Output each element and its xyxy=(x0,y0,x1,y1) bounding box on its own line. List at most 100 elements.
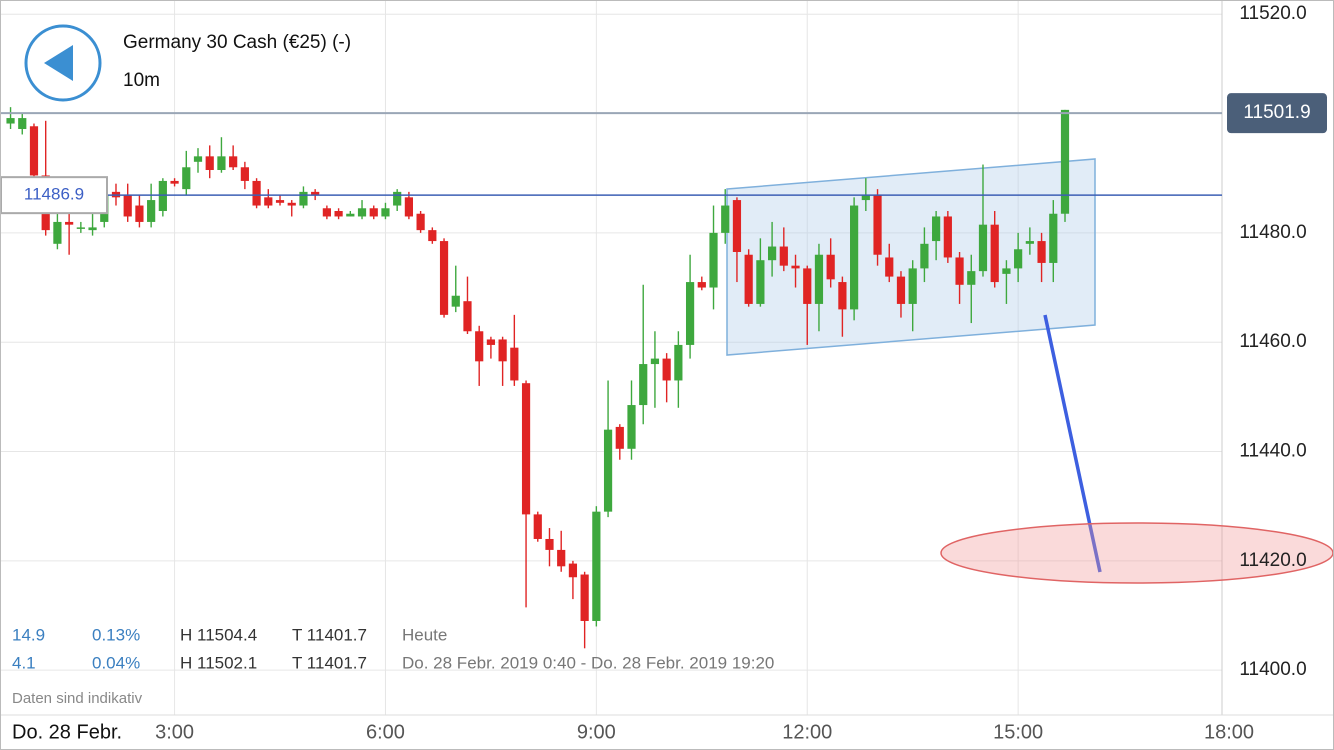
candle-body xyxy=(967,271,976,285)
candle-body xyxy=(838,282,847,310)
candle-body xyxy=(697,282,706,288)
candle-body xyxy=(240,167,249,181)
candle-body xyxy=(393,191,402,206)
stat-cell: T 11401.7 xyxy=(292,625,367,644)
candle-body xyxy=(721,205,730,233)
candle-body xyxy=(170,180,179,184)
candle-body xyxy=(1014,249,1023,269)
y-tick-label: 11440.0 xyxy=(1239,441,1306,462)
interval: 10m xyxy=(123,70,160,91)
candle-body xyxy=(873,194,882,255)
candle-body xyxy=(756,260,765,304)
candle-body xyxy=(920,243,929,269)
x-tick-label: 9:00 xyxy=(577,721,616,743)
candle-body xyxy=(803,268,812,304)
note: Daten sind indikativ xyxy=(12,690,143,707)
y-tick-label: 11460.0 xyxy=(1239,331,1306,352)
candle-body xyxy=(627,405,636,449)
candle-body xyxy=(463,301,472,332)
candle-body xyxy=(568,563,578,578)
candle-body xyxy=(76,227,85,229)
candle-body xyxy=(217,156,226,171)
candle-body xyxy=(932,216,941,242)
candle-body xyxy=(275,200,285,203)
candle-body xyxy=(416,213,425,231)
candle-body xyxy=(908,268,917,304)
x-tick-label: 12:00 xyxy=(782,721,832,743)
x-tick-label: 3:00 xyxy=(155,721,194,743)
candle-body xyxy=(311,191,320,195)
candle-body xyxy=(791,265,800,269)
candle-body xyxy=(662,358,671,381)
y-tick-label: 11400.0 xyxy=(1239,659,1306,680)
stat-cell: Heute xyxy=(402,625,447,644)
y-tick-label: 11480.0 xyxy=(1239,222,1306,243)
candle-body xyxy=(814,254,824,304)
candle-body xyxy=(615,426,624,449)
date-label: Do. 28 Febr. xyxy=(12,721,122,743)
labels: 11400.0 11420.0 11440.0 11460.0 11480.0 11520… xyxy=(0,3,1327,743)
candle-body xyxy=(709,232,718,288)
candle-body xyxy=(1049,213,1058,263)
candle-body xyxy=(18,118,27,130)
candle-body xyxy=(252,180,261,206)
x-tick-label: 15:00 xyxy=(993,721,1043,743)
candle-body xyxy=(580,574,589,621)
candle-body xyxy=(182,167,191,190)
candle-body xyxy=(299,191,308,206)
candle-body xyxy=(123,194,132,217)
candle-body xyxy=(287,202,296,206)
x-tick-label: 6:00 xyxy=(366,721,405,743)
candle-body xyxy=(861,194,870,201)
candle-body xyxy=(978,224,988,272)
candle-body xyxy=(779,246,788,266)
candle-body xyxy=(193,156,203,162)
candle-body xyxy=(29,126,39,176)
candle-body xyxy=(955,257,964,285)
candle-body xyxy=(767,246,777,261)
candle-body xyxy=(1002,268,1011,274)
stat-cell: Do. 28 Febr. 2019 0:40 - Do. 28 Febr. 20… xyxy=(402,653,774,672)
stat-cell: T 11401.7 xyxy=(292,653,367,672)
candle-body xyxy=(1037,241,1046,263)
candle-body xyxy=(1025,241,1034,244)
candle-body xyxy=(533,514,542,539)
candle-body xyxy=(744,254,753,304)
trend-line xyxy=(1043,314,1102,573)
current-price-box xyxy=(1227,93,1327,134)
stat-cell: H 11502.1 xyxy=(180,653,257,672)
candle-body xyxy=(475,331,484,362)
back-icon[interactable] xyxy=(44,45,73,81)
candle-body xyxy=(147,200,156,222)
candle-body xyxy=(557,549,566,567)
instrument-title: Germany 30 Cash (€25) (-) xyxy=(123,32,351,53)
candle-body xyxy=(381,208,390,217)
candle-body xyxy=(88,227,97,231)
candle-body xyxy=(732,200,742,252)
candle-body xyxy=(439,241,449,315)
candle-body xyxy=(1060,109,1070,214)
candle-body xyxy=(603,429,613,512)
stat-cell: 4.1 xyxy=(12,653,36,672)
candle-body xyxy=(896,276,906,304)
candle-body xyxy=(592,511,601,621)
candle-body xyxy=(521,383,531,515)
candle-body xyxy=(135,205,144,222)
candle-body xyxy=(322,208,331,217)
candle-body xyxy=(65,221,74,225)
candle-body xyxy=(6,118,15,124)
stat-cell: 0.04% xyxy=(92,653,140,672)
candle-body xyxy=(451,295,460,307)
stat-cell: H 11504.4 xyxy=(180,625,257,644)
level-label: 11486.9 xyxy=(24,185,84,204)
candle-body xyxy=(404,197,413,217)
candle-body xyxy=(498,339,507,362)
candle-body xyxy=(943,216,952,258)
candle-body xyxy=(334,211,343,217)
candle-body xyxy=(639,364,648,406)
candle-body xyxy=(545,538,554,550)
level-box xyxy=(0,176,108,215)
candle-body xyxy=(53,221,62,244)
current-price-label: 11501.9 xyxy=(1243,102,1310,123)
